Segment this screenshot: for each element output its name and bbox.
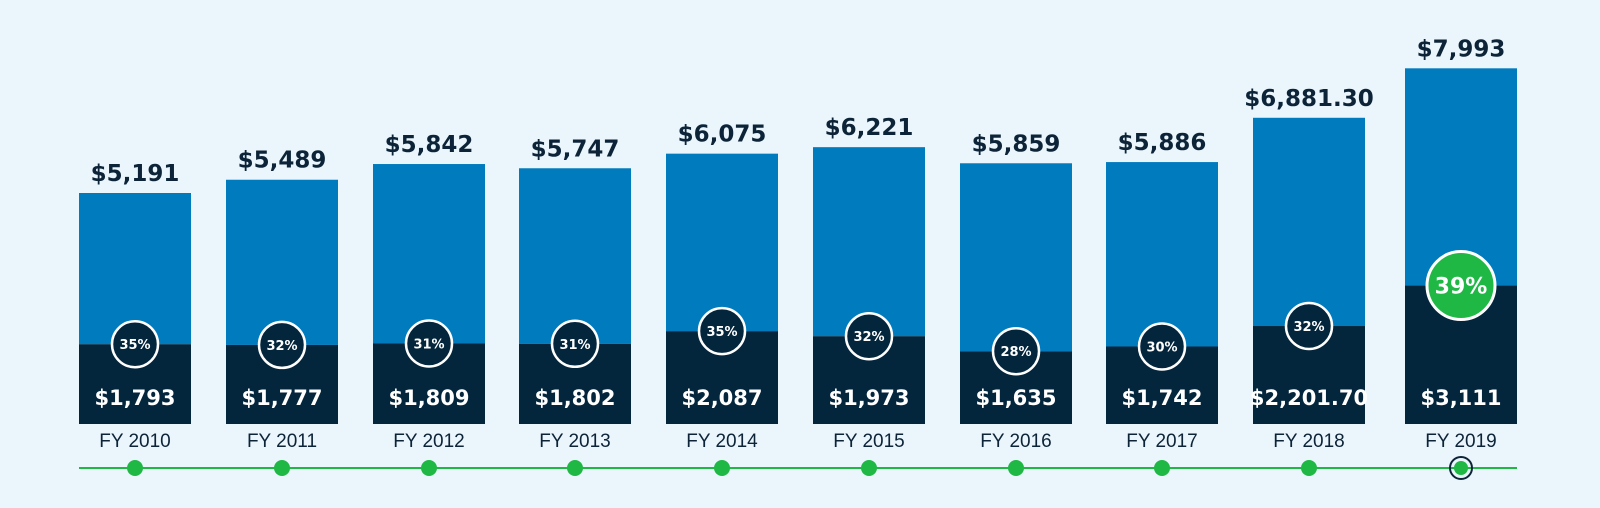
percent-label: 32% xyxy=(1293,320,1324,335)
category-label: FY 2010 xyxy=(99,431,170,452)
percent-badge xyxy=(550,319,600,369)
bar-top-segment xyxy=(519,168,631,344)
percent-label: 39% xyxy=(1435,275,1488,300)
category-label: FY 2012 xyxy=(393,431,464,452)
bar-top-segment xyxy=(373,164,485,344)
category-label: FY 2011 xyxy=(247,431,317,452)
timeline-dot-ring xyxy=(1449,456,1473,480)
total-value-label: $5,842 xyxy=(385,132,474,158)
percent-badge xyxy=(404,319,454,368)
bar-top-segment xyxy=(79,193,191,345)
percent-label: 35% xyxy=(119,338,150,353)
bottom-value-label: $1,973 xyxy=(828,386,909,410)
timeline-dot xyxy=(421,460,437,476)
bottom-value-label: $2,087 xyxy=(681,386,762,410)
bottom-value-label: $1,742 xyxy=(1121,386,1202,410)
total-value-label: $6,881.30 xyxy=(1244,86,1374,112)
total-value-label: $6,075 xyxy=(678,122,767,148)
category-label: FY 2014 xyxy=(686,431,758,452)
bar-top-segment xyxy=(226,179,338,345)
category-label: FY 2018 xyxy=(1273,431,1344,452)
total-value-label: $5,489 xyxy=(238,148,327,174)
percent-badge xyxy=(1137,322,1187,371)
percent-label: 30% xyxy=(1146,340,1177,355)
percent-badge xyxy=(991,326,1041,376)
percent-label: 31% xyxy=(559,338,590,353)
bottom-value-label: $1,809 xyxy=(388,386,469,410)
bottom-value-label: $3,111 xyxy=(1420,386,1501,410)
percent-label: 35% xyxy=(706,325,737,340)
total-value-label: $6,221 xyxy=(825,115,914,141)
category-label: FY 2017 xyxy=(1126,431,1197,452)
category-label: FY 2016 xyxy=(980,431,1051,452)
timeline-dot xyxy=(714,460,730,476)
bar-top-segment xyxy=(1106,162,1218,347)
bottom-value-label: $1,793 xyxy=(94,386,175,410)
timeline-dot xyxy=(1454,461,1468,475)
total-value-label: $5,859 xyxy=(972,131,1061,157)
bar-top-segment xyxy=(666,153,778,332)
percent-label: 32% xyxy=(853,330,884,345)
percent-badge xyxy=(257,320,307,370)
bar-top-segment xyxy=(960,163,1072,352)
category-label: FY 2015 xyxy=(833,431,904,452)
timeline-dot xyxy=(1154,460,1170,476)
bottom-value-label: $2,201.70 xyxy=(1250,386,1368,410)
bar-top-segment xyxy=(813,147,925,337)
percent-label: 31% xyxy=(413,337,444,352)
percent-badge xyxy=(1284,301,1334,351)
timeline-dot xyxy=(1008,460,1024,476)
bar-top-segment xyxy=(1253,117,1365,327)
total-value-label: $5,886 xyxy=(1118,130,1207,156)
bottom-value-label: $1,635 xyxy=(975,386,1056,410)
percent-badge xyxy=(844,311,894,361)
timeline-dot xyxy=(274,460,290,476)
category-label: FY 2013 xyxy=(539,431,610,452)
bar-top-segment xyxy=(1405,68,1517,286)
total-value-label: $7,993 xyxy=(1417,36,1506,62)
timeline-dot xyxy=(567,460,583,476)
timeline-dot xyxy=(1301,460,1317,476)
total-value-label: $5,747 xyxy=(531,136,620,162)
category-label: FY 2019 xyxy=(1425,431,1496,452)
total-value-label: $5,191 xyxy=(91,161,180,187)
bottom-value-label: $1,802 xyxy=(534,386,615,410)
percent-badge xyxy=(697,306,747,356)
percent-badge xyxy=(1425,250,1497,322)
timeline-dot xyxy=(861,460,877,476)
percent-label: 28% xyxy=(1000,345,1031,360)
timeline-dot xyxy=(127,460,143,476)
percent-label: 32% xyxy=(266,339,297,354)
percent-badge xyxy=(110,319,160,369)
bottom-value-label: $1,777 xyxy=(241,386,322,410)
